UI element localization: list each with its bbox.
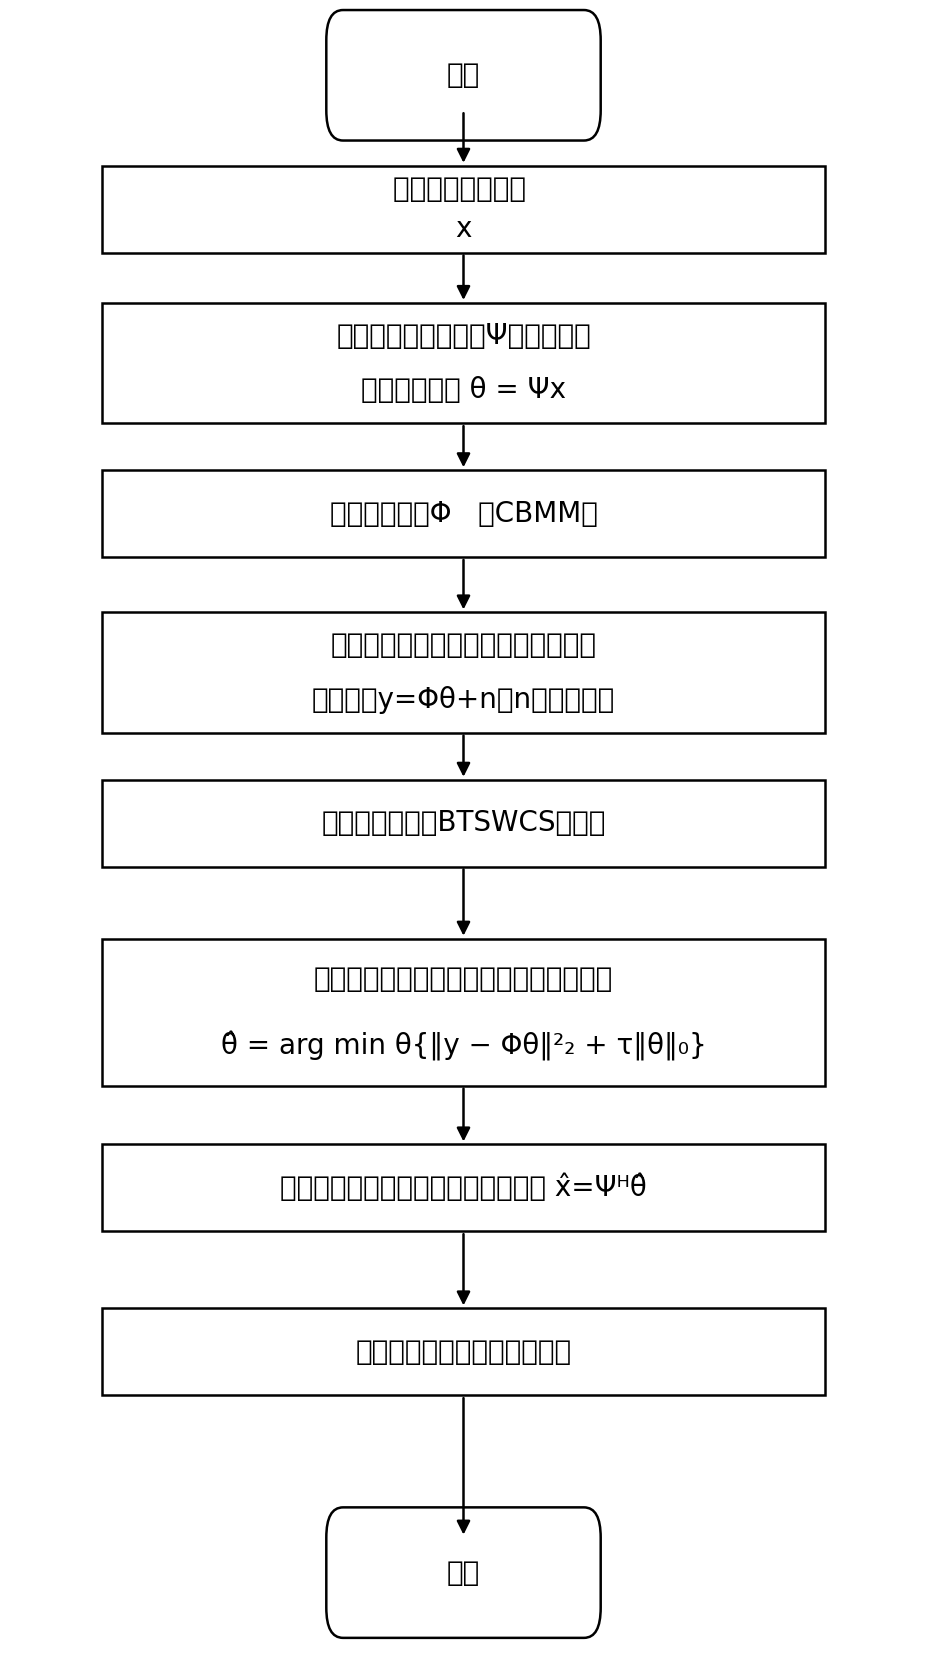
Bar <box>102 612 825 733</box>
Bar <box>102 939 825 1086</box>
Text: 小波变换反变换恢复出完整地震信号 x̂=Ψᴴθ̂: 小波变换反变换恢复出完整地震信号 x̂=Ψᴴθ̂ <box>280 1173 647 1203</box>
Bar <box>102 470 825 557</box>
Bar <box>102 780 825 867</box>
Text: 利用重构算法求解出完整数据的稀疏系数: 利用重构算法求解出完整数据的稀疏系数 <box>314 965 613 992</box>
Text: 结束: 结束 <box>447 1559 480 1586</box>
Text: 构造测量矩阵Φ   （CBMM）: 构造测量矩阵Φ （CBMM） <box>330 500 597 527</box>
Text: 开始: 开始 <box>447 62 480 89</box>
FancyBboxPatch shape <box>326 1507 601 1638</box>
Text: θ̂ = arg min θ{‖y − Φθ‖²₂ + τ‖θ‖₀}: θ̂ = arg min θ{‖y − Φθ‖²₂ + τ‖θ‖₀} <box>221 1031 706 1061</box>
Text: 观测数据y=Φθ+n，n为测量噪声: 观测数据y=Φθ+n，n为测量噪声 <box>311 686 616 714</box>
Bar <box>102 166 825 253</box>
Bar <box>102 303 825 423</box>
Text: 对实际数据用小波基Ψ稀疏表示，: 对实际数据用小波基Ψ稀疏表示， <box>337 321 590 350</box>
Text: 得到稀疏系数 θ = Ψx: 得到稀疏系数 θ = Ψx <box>361 376 566 405</box>
Text: 利用测量矩阵对稀疏系数压缩，得到: 利用测量矩阵对稀疏系数压缩，得到 <box>331 631 596 659</box>
Text: 试验结果分析，算法性能评价: 试验结果分析，算法性能评价 <box>355 1338 572 1365</box>
Bar <box>102 1308 825 1395</box>
FancyBboxPatch shape <box>326 10 601 141</box>
Text: 输入实际地震数据: 输入实际地震数据 <box>392 176 535 204</box>
Text: x: x <box>455 214 472 243</box>
Text: 设计重构算法（BTSWCS算法）: 设计重构算法（BTSWCS算法） <box>322 810 605 836</box>
Bar <box>102 1144 825 1231</box>
